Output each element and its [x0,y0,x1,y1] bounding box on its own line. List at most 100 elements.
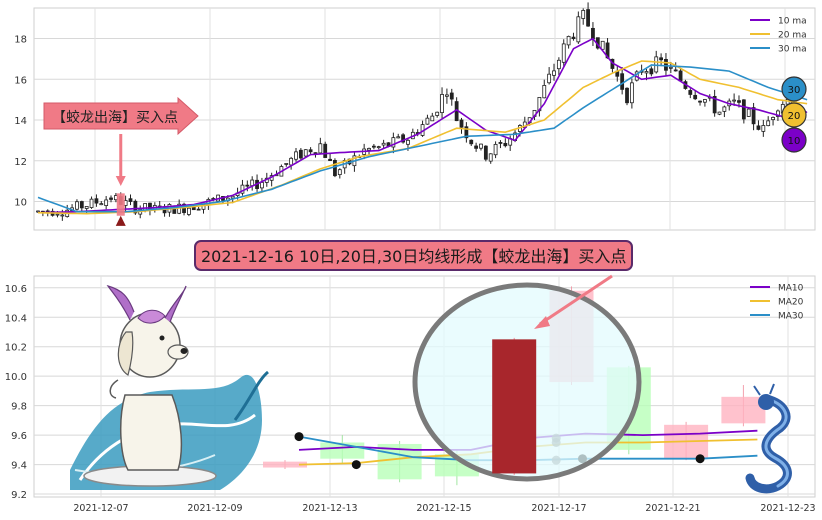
ma-badge-circle [781,76,807,102]
top-candle-body [556,59,561,70]
top-candle-body [698,100,702,103]
top-candle-body [89,198,94,208]
top-legend-label: 20 ma [778,31,807,41]
top-candle-body [649,68,654,75]
top-candle-body [440,94,444,114]
top-candle-body [36,210,40,213]
top-candle-body [741,99,746,120]
bottom-ytick-label: 9.8 [11,402,27,413]
buy-marker-bar [116,193,125,216]
top-candle-body [128,198,133,202]
top-candle-body [84,206,89,209]
surfing-dog-illustration [70,284,270,490]
top-candle-body [498,142,503,144]
top-candle-body [659,57,663,61]
top-candle-body [303,149,308,157]
top-candle-body [732,99,737,102]
top-candle-body [776,110,780,117]
top-candle-body [294,151,298,160]
top-legend-label: 30 ma [778,45,807,55]
ma-badge-label: 30 [788,85,801,96]
top-candle-body [308,149,313,153]
bottom-xtick-label: 2021-12-07 [73,503,128,514]
banner-text: 2021-12-16 10日,20日,30日均线形成【蛟龙出海】买入点 [201,247,626,266]
banner-box [194,240,633,271]
top-candle-body [260,182,264,189]
top-candle-body [547,73,552,84]
top-candle-body [464,126,469,139]
bottom-xtick-label: 2021-12-17 [531,503,586,514]
top-candle-body [99,203,104,206]
top-moving-averages [37,37,808,215]
bottom-candle-body [263,461,307,468]
top-candle-body [644,71,649,74]
top-candle-body [571,36,576,40]
top-candle-body [60,214,65,217]
top-candle-body [328,158,332,161]
buy-marker-arrow-head [115,176,126,186]
top-candle-body [668,66,673,69]
top-candle-body [396,136,401,139]
bottom-ytick-label: 10.0 [5,372,27,383]
top-candle-body [284,163,289,165]
top-grid [34,8,815,230]
top-candle-body [445,94,449,97]
annotation-banner: 2021-12-16 10日,20日,30日均线形成【蛟龙出海】买入点 [194,240,633,271]
top-candle-body [187,207,191,215]
ma-cross-dot [695,454,705,464]
top-candle-body [581,10,586,19]
top-candle-body [600,40,605,50]
top-y-axis: 10 12 14 16 18 [14,35,27,209]
top-candle-body [94,198,99,204]
bottom-candle-body [492,339,537,474]
top-candle-body [245,184,250,187]
top-candle-body [761,125,766,132]
top-legend: 10 ma 20 ma 30 ma [750,17,807,55]
top-candle-body [104,199,109,206]
top-legend-label: 10 ma [778,17,807,27]
top-candle-body [459,119,464,128]
ma-cross-dot [351,460,361,470]
top-candle-body [371,145,376,148]
buy-marker-triangle [115,215,126,226]
top-candle-body [401,134,405,143]
buy-arrow-shape [43,96,199,136]
top-candle-body [367,148,371,151]
top-candle-body [703,99,707,103]
top-candle-body [629,82,634,104]
top-candle-body [430,115,435,122]
top-candle-body [337,169,342,176]
top-candle-body [717,111,722,115]
top-ytick-label: 16 [14,75,27,86]
highlight-pointer-head [534,316,550,329]
dragon-illustration [745,383,792,494]
top-line-30-ma [37,64,808,213]
top-candle-body [751,107,756,125]
top-ytick-label: 14 [14,116,27,127]
top-price-panel: 10 12 14 16 18 10 ma 20 ma 30 ma 30 20 10 【蛟龙出海】… [14,2,816,231]
top-candle-body [479,143,483,149]
top-candle-body [542,85,547,99]
top-candle-body [323,143,328,158]
top-candle-body [333,160,337,177]
ma-cross-dot [294,432,304,442]
bottom-xtick-label: 2021-12-15 [416,503,471,514]
bottom-legend: MA10 MA20 MA30 [750,284,804,322]
ma-badge-circle [781,102,807,128]
top-candle-body [693,94,698,100]
bottom-y-axis: 9.2 9.4 9.6 9.8 10.0 10.2 10.4 10.6 [5,284,27,501]
top-ytick-label: 18 [14,35,27,46]
bottom-legend-label: MA30 [778,312,804,322]
top-candle-body [435,111,440,116]
top-ytick-label: 12 [14,157,27,168]
top-candle-body [425,117,430,125]
top-candle-body [688,90,693,95]
top-candle-body [289,157,294,166]
top-candle-body [737,100,741,103]
bottom-ytick-label: 10.2 [5,343,27,354]
top-candle-body [566,35,571,46]
top-candle-body [673,69,678,72]
ma-badges: 30 20 10 [781,76,807,153]
top-candle-body [620,73,625,90]
